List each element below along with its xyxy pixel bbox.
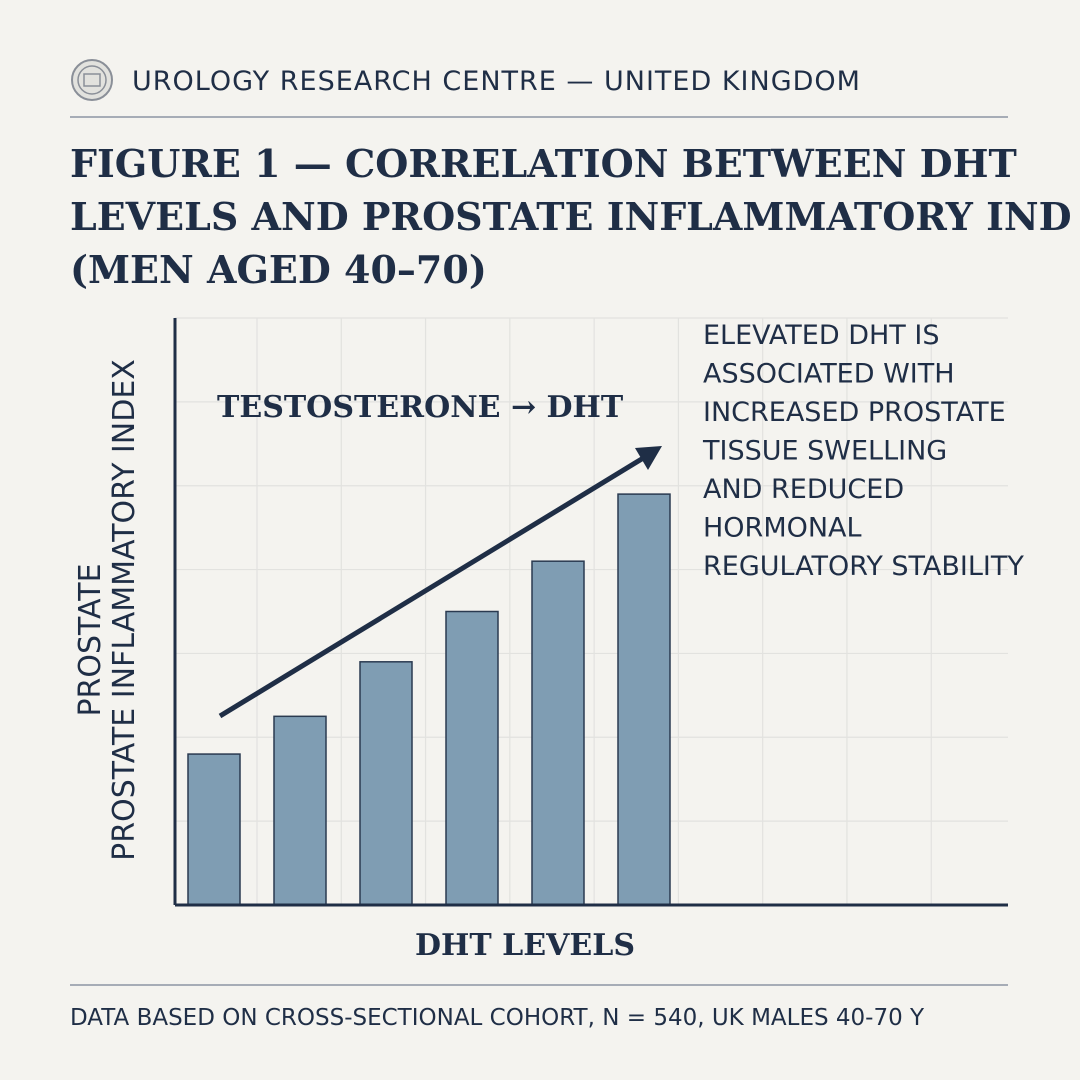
trend-arrow [218,454,647,719]
trend-arrowhead [635,446,662,470]
x-axis-label: DHT LEVELS [415,928,635,963]
title-line: FIGURE 1 — CORRELATION BETWEEN DHT [70,141,1017,186]
bar [617,493,671,906]
title-line: (MEN AGED 40–70) [70,247,487,292]
note-line: AND REDUCED [703,474,904,505]
note-line: INCREASED PROSTATE [703,397,1006,428]
y-axis-label: PROSTATE INFLAMMATORY INDEX [107,359,142,861]
emblem [71,59,113,101]
note-line: ELEVATED DHT IS [703,320,939,351]
title-line: LEVELS AND PROSTATE INFLAMMATORY IND [70,194,1072,239]
y-axis-label: PROSTATE [73,563,108,716]
bar [359,661,413,906]
note-line: HORMONAL [703,513,862,544]
footer: DATA BASED ON CROSS-SECTIONAL COHORT, N … [70,1005,925,1031]
note-line: REGULATORY STABILITY [703,551,1024,582]
bar [531,560,585,906]
header: UROLOGY RESEARCH CENTRE — UNITED KINGDOM [132,66,861,97]
note-line: TISSUE SWELLING [702,436,947,467]
annotation: TESTOSTERONE → DHT [217,390,624,425]
bar [273,715,327,906]
note-line: ASSOCIATED WITH [703,359,955,390]
bar [445,610,499,906]
bar [187,753,241,906]
